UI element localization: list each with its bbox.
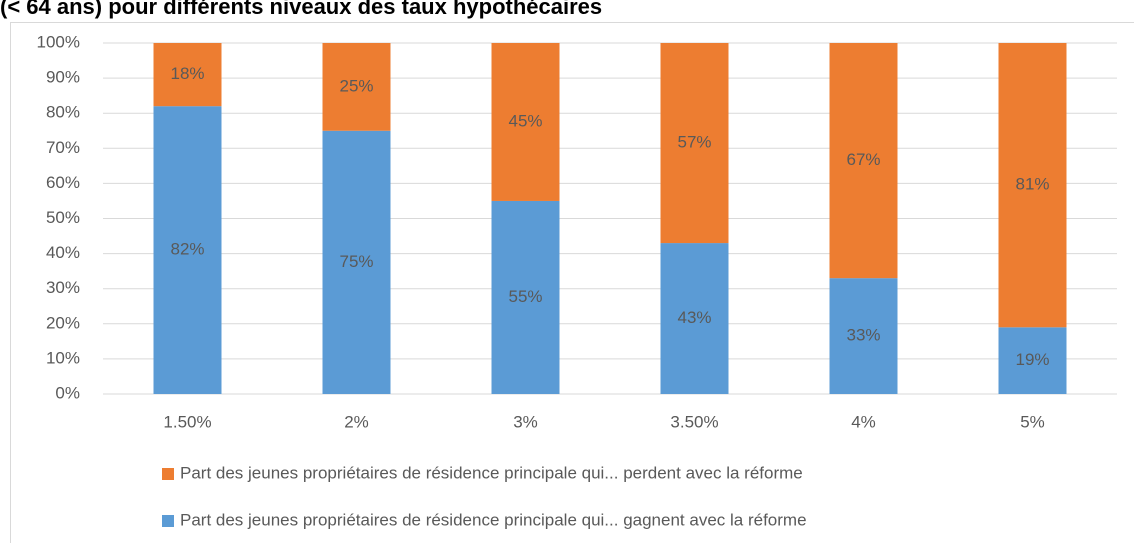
legend-label: Part des jeunes propriétaires de résiden… [180,510,807,529]
x-tick-label: 4% [851,412,876,431]
bar-segment [660,43,729,244]
data-label: 18% [170,64,204,83]
y-tick-label: 80% [46,103,80,122]
y-tick-label: 10% [46,348,80,367]
data-label: 57% [677,133,711,152]
data-label: 81% [1015,175,1049,194]
y-tick-label: 60% [46,173,80,192]
y-tick-label: 90% [46,68,80,87]
x-tick-label: 1.50% [163,412,211,431]
legend-swatch [162,468,174,480]
bar-segment [998,327,1067,394]
bar-segment [660,243,729,394]
data-label: 82% [170,240,204,259]
bar-segment [153,106,222,395]
y-tick-label: 20% [46,313,80,332]
chart-title: (< 64 ans) pour différents niveaux des t… [0,0,602,19]
x-tick-label: 2% [344,412,369,431]
data-label: 55% [508,287,542,306]
y-tick-label: 30% [46,278,80,297]
y-tick-label: 0% [55,383,80,402]
bar-segment [153,43,222,107]
bar-segment [491,43,560,201]
chart-border [10,22,1134,543]
data-label: 67% [846,150,880,169]
y-tick-label: 100% [37,32,80,51]
data-label: 43% [677,308,711,327]
data-label: 19% [1015,350,1049,369]
bar-segment [998,43,1067,328]
bar-segment [322,130,391,394]
y-tick-label: 50% [46,208,80,227]
data-label: 45% [508,111,542,130]
x-tick-label: 3% [513,412,538,431]
x-tick-label: 3.50% [670,412,718,431]
bar-segment [829,278,898,394]
y-tick-label: 70% [46,138,80,157]
bar-segment [829,43,898,279]
x-tick-label: 5% [1020,412,1045,431]
y-tick-label: 40% [46,243,80,262]
data-label: 33% [846,326,880,345]
data-label: 25% [339,76,373,95]
legend-label: Part des jeunes propriétaires de résiden… [180,463,803,482]
legend-swatch [162,515,174,527]
bar-segment [322,43,391,131]
bar-segment [491,200,560,394]
data-label: 75% [339,252,373,271]
